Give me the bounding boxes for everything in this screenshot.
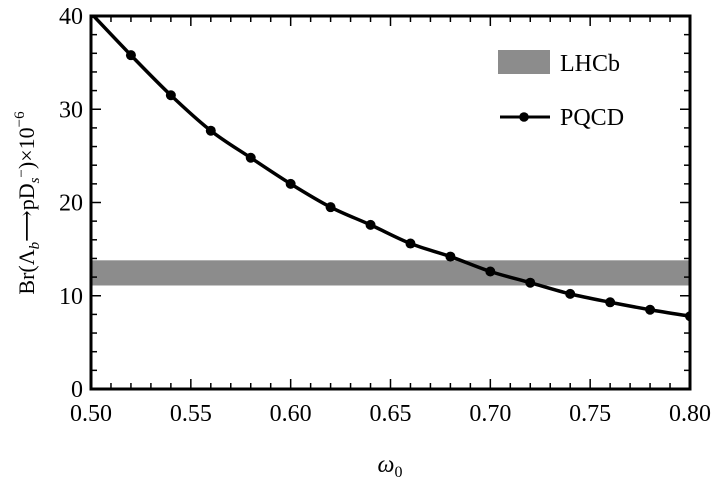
pqcd-point bbox=[365, 219, 376, 230]
pqcd-point bbox=[285, 178, 296, 189]
tick-labels: 0.50 0.55 0.60 0.65 0.70 0.75 0.80 0 10 20 30 40 bbox=[59, 4, 711, 427]
x-tick-label: 0.50 bbox=[70, 401, 112, 427]
pqcd-point bbox=[205, 125, 216, 136]
pqcd-point bbox=[445, 251, 456, 262]
series-layer bbox=[91, 16, 690, 322]
pqcd-point bbox=[405, 238, 416, 249]
legend-swatch-lhcb bbox=[498, 50, 550, 74]
y-tick-label: 0 bbox=[71, 377, 83, 403]
pqcd-point bbox=[485, 266, 496, 277]
legend-label-lhcb: LHCb bbox=[560, 51, 620, 77]
legend-label-pqcd: PQCD bbox=[560, 105, 624, 131]
band-layer bbox=[91, 260, 690, 286]
pqcd-point bbox=[565, 288, 576, 299]
x-tick-label: 0.60 bbox=[270, 401, 312, 427]
x-tick-label: 0.70 bbox=[469, 401, 511, 427]
y-axis-label: Br(Λb⟶pDs−)×10−6 bbox=[12, 111, 43, 295]
pqcd-point bbox=[525, 277, 536, 288]
x-tick-label: 0.65 bbox=[370, 401, 412, 427]
x-axis-label: ω0 bbox=[378, 452, 403, 478]
y-tick-label: 10 bbox=[59, 284, 83, 310]
pqcd-point bbox=[125, 50, 136, 61]
pqcd-point bbox=[325, 202, 336, 213]
y-tick-label: 40 bbox=[59, 4, 83, 30]
y-tick-label: 20 bbox=[59, 191, 83, 217]
x-tick-label: 0.80 bbox=[669, 401, 711, 427]
pqcd-point bbox=[245, 152, 256, 163]
pqcd-point bbox=[165, 90, 176, 101]
pqcd-line bbox=[91, 16, 690, 318]
x-tick-label: 0.75 bbox=[569, 401, 611, 427]
x-tick-label: 0.55 bbox=[170, 401, 212, 427]
pqcd-point bbox=[645, 304, 656, 315]
y-tick-label: 30 bbox=[59, 97, 83, 123]
legend-marker-pqcd bbox=[519, 112, 529, 122]
legend: LHCb PQCD bbox=[498, 50, 624, 131]
lhcb-band bbox=[91, 260, 690, 286]
plot-frame bbox=[89, 14, 692, 391]
pqcd-point bbox=[605, 297, 616, 308]
